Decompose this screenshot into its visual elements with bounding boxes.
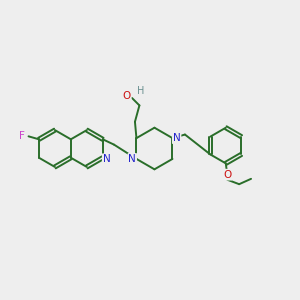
Text: H: H [136, 86, 144, 96]
Text: N: N [128, 154, 136, 164]
Text: O: O [223, 170, 231, 180]
Text: F: F [19, 131, 25, 141]
Text: O: O [122, 91, 131, 100]
Text: N: N [103, 154, 110, 164]
Text: N: N [173, 133, 181, 143]
